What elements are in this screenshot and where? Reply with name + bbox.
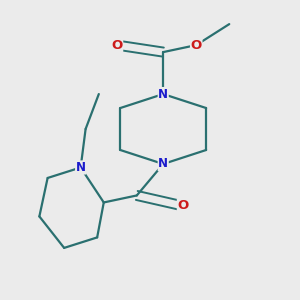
Text: O: O <box>190 39 202 52</box>
Text: O: O <box>177 200 189 212</box>
Text: N: N <box>158 88 168 100</box>
Text: N: N <box>76 161 85 174</box>
Text: O: O <box>111 39 123 52</box>
Text: N: N <box>158 158 168 170</box>
